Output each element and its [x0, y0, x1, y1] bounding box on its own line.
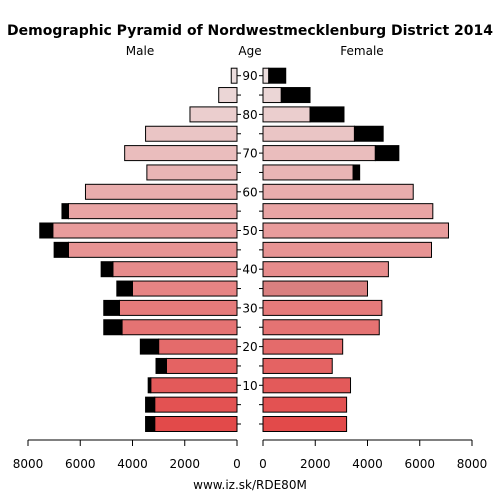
male-surplus-55-59: [61, 203, 69, 220]
footer-url: www.iz.sk/RDE80M: [193, 478, 307, 492]
female-bar-35-39: [262, 280, 368, 297]
male-bar-75-79: [145, 125, 238, 142]
female-surplus-85-89: [280, 87, 311, 104]
female-bar-90+: [262, 67, 270, 84]
male-surplus-40-44: [100, 261, 114, 278]
female-x-ticks: 0 2000 4000 6000 8000: [259, 440, 487, 471]
male-bar-85-89: [218, 87, 238, 104]
male-surplus-50-54: [39, 222, 54, 239]
female-x-tick-label: 8000: [457, 457, 488, 471]
female-bar-25-29: [262, 319, 380, 336]
male-surplus-45-49: [53, 241, 69, 258]
male-x-tick-label: 4000: [117, 457, 148, 471]
male-bar-35-39: [132, 280, 238, 297]
male-bar-0-4: [154, 416, 238, 432]
female-bar-20-24: [262, 338, 344, 355]
female-bar-50-54: [262, 222, 449, 239]
age-tick-label: 10: [242, 379, 257, 393]
female-x-tick-label: 0: [259, 457, 267, 471]
male-surplus-5-9: [145, 396, 156, 413]
female-bars: [262, 67, 449, 432]
female-bar-5-9: [262, 396, 348, 413]
male-bar-90+: [230, 67, 238, 84]
male-bar-5-9: [154, 396, 238, 413]
female-x-tick-label: 4000: [352, 457, 383, 471]
age-tick-label: 70: [242, 147, 257, 161]
male-x-ticks: 8000 6000 4000 2000 0: [13, 440, 241, 471]
female-bar-45-49: [262, 241, 433, 258]
female-bar-80-84: [262, 106, 311, 123]
female-x-tick-label: 6000: [404, 457, 435, 471]
male-surplus-20-24: [139, 338, 160, 355]
female-surplus-65-69: [352, 164, 361, 181]
male-bar-15-19: [165, 357, 238, 374]
age-tick-label: 90: [242, 69, 257, 83]
female-bar-55-59: [262, 203, 434, 220]
female-surplus-90+: [268, 67, 287, 84]
male-surplus-10-14: [147, 377, 152, 394]
male-surplus-35-39: [116, 280, 133, 297]
male-bar-80-84: [189, 106, 238, 123]
age-tick-label: 50: [242, 224, 257, 238]
male-bar-55-59: [67, 203, 238, 220]
male-x-tick-label: 2000: [169, 457, 200, 471]
female-x-tick-label: 2000: [300, 457, 331, 471]
male-x-tick-label: 0: [233, 457, 241, 471]
male-bar-10-14: [150, 377, 238, 394]
age-tick-label: 80: [242, 108, 257, 122]
male-bar-60-64: [84, 183, 238, 200]
female-bar-0-4: [262, 416, 348, 432]
male-surplus-25-29: [103, 319, 123, 336]
female-bar-85-89: [262, 87, 282, 104]
male-bar-30-34: [118, 299, 238, 316]
female-surplus-80-84: [309, 106, 345, 123]
male-surplus-15-19: [155, 357, 167, 374]
male-x-tick-label: 6000: [65, 457, 96, 471]
male-bar-70-74: [124, 145, 238, 162]
male-bar-45-49: [67, 241, 238, 258]
female-bar-30-34: [262, 299, 383, 316]
age-tick-label: 30: [242, 301, 257, 315]
male-bar-20-24: [158, 338, 238, 355]
female-surplus-75-79: [353, 125, 384, 142]
male-bar-40-44: [112, 261, 238, 278]
male-label: Male: [126, 44, 154, 58]
male-bar-25-29: [121, 319, 238, 336]
male-surplus-0-4: [145, 416, 156, 432]
female-bar-40-44: [262, 261, 389, 278]
female-bar-70-74: [262, 145, 376, 162]
age-label: Age: [238, 44, 261, 58]
female-bar-10-14: [262, 377, 352, 394]
male-bar-50-54: [52, 222, 238, 239]
female-surplus-70-74: [374, 145, 400, 162]
age-ticks: 10 20 30 40 50 60 70 80 90: [237, 69, 263, 425]
male-surplus-30-34: [103, 299, 120, 316]
male-bar-65-69: [146, 164, 238, 181]
age-tick-label: 20: [242, 340, 257, 354]
female-label: Female: [340, 44, 383, 58]
age-tick-label: 40: [242, 263, 257, 277]
chart-title: Demographic Pyramid of Nordwestmecklenbu…: [7, 23, 493, 39]
age-tick-label: 60: [242, 185, 257, 199]
female-bar-60-64: [262, 183, 414, 200]
female-bar-65-69: [262, 164, 354, 181]
female-bar-75-79: [262, 125, 355, 142]
male-x-tick-label: 8000: [13, 457, 44, 471]
male-bars: [39, 67, 238, 432]
female-bar-15-19: [262, 357, 333, 374]
